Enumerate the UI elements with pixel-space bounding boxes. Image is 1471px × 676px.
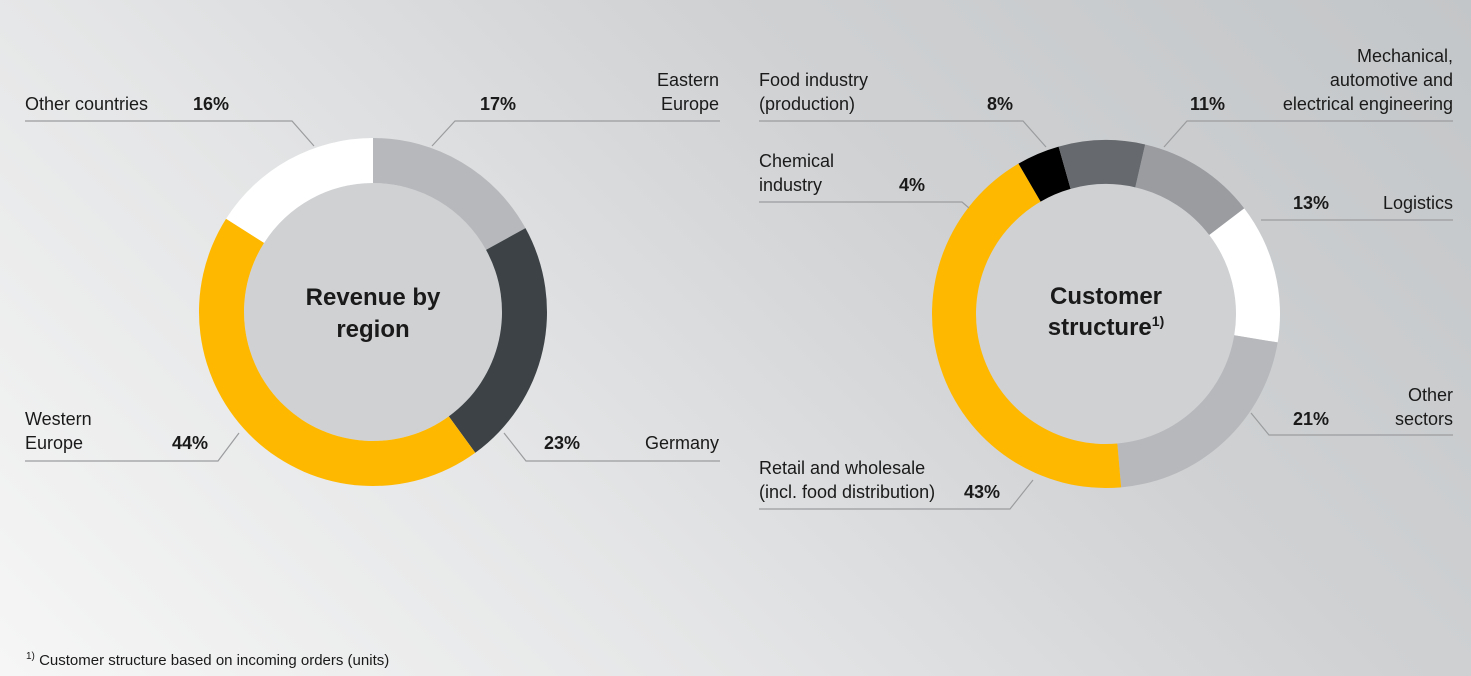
segment-label-western-europe: Western <box>25 409 92 429</box>
value-label-retail-and-wholesale-incl-food-distribution: 43% <box>964 482 1000 502</box>
value-label-germany: 23% <box>544 433 580 453</box>
slice-germany <box>448 228 547 453</box>
segment-label-chemical-industry: Chemical <box>759 151 834 171</box>
segment-label-eastern-europe: Europe <box>661 94 719 114</box>
slice-logistics <box>1209 208 1280 343</box>
value-label-chemical-industry: 4% <box>899 175 925 195</box>
footnote: 1) Customer structure based on incoming … <box>26 651 389 669</box>
segment-label-food-industry-production: Food industry <box>759 70 868 90</box>
value-label-other-sectors: 21% <box>1293 409 1329 429</box>
segment-label-retail-and-wholesale-incl-food-distribution: Retail and wholesale <box>759 458 925 478</box>
slice-other-countries <box>226 138 373 243</box>
segment-label-mechanical-automotive-and-electrical-engineering: automotive and <box>1330 70 1453 90</box>
leader-line-western-europe <box>25 432 240 462</box>
title-superscript: 1) <box>1152 313 1164 329</box>
value-label-other-countries: 16% <box>193 94 229 114</box>
leader-line-chemical-industry <box>759 201 970 209</box>
slice-mechanical-automotive-and-electrical-engineering <box>1135 144 1245 236</box>
donut-center <box>976 184 1236 444</box>
leader-line-eastern-europe <box>431 120 720 147</box>
slice-retail-and-wholesale-incl-food-distribution <box>932 163 1122 488</box>
chart-title: region <box>336 316 409 343</box>
segment-label-retail-and-wholesale-incl-food-distribution: (incl. food distribution) <box>759 482 935 502</box>
segment-label-food-industry-production: (production) <box>759 94 855 114</box>
value-label-mechanical-automotive-and-electrical-engineering: 11% <box>1190 94 1225 114</box>
leader-line-other-sectors <box>1250 412 1453 436</box>
value-label-food-industry-production: 8% <box>987 94 1013 114</box>
donut-chart-customer-structure: Mechanical, automotive and electrical engi… <box>759 46 1453 510</box>
value-label-eastern-europe: 17% <box>480 94 516 114</box>
slice-western-europe <box>199 218 476 486</box>
segment-label-eastern-europe: Eastern <box>657 70 719 90</box>
segment-label-mechanical-automotive-and-electrical-engineering: electrical engineering <box>1283 94 1453 114</box>
leader-line-food-industry-production <box>759 120 1047 148</box>
leader-line-germany <box>503 432 720 462</box>
donut-center <box>244 183 502 441</box>
chart-title: Revenue by <box>306 284 441 311</box>
segment-label-other-sectors: sectors <box>1395 409 1453 429</box>
segment-label-chemical-industry: industry <box>759 175 822 195</box>
value-label-logistics: 13% <box>1293 193 1329 213</box>
chart-title: Customer <box>1050 283 1162 310</box>
segment-label-other-sectors: Other <box>1408 385 1453 405</box>
leader-line-mechanical-automotive-and-electrical-engineering <box>1163 120 1453 148</box>
leader-line-retail-and-wholesale-incl-food-distribution <box>759 479 1034 510</box>
segment-label-logistics: Logistics <box>1383 193 1453 213</box>
chart-title: structure1) <box>1048 313 1164 341</box>
segment-label-mechanical-automotive-and-electrical-engineering: Mechanical, <box>1357 46 1453 66</box>
segment-label-germany: Germany <box>645 433 719 453</box>
slice-other-sectors <box>1117 335 1278 488</box>
donut-chart-revenue-by-region: Eastern Europe 17% Germany 23% Western Europe 4… <box>25 70 720 486</box>
slice-eastern-europe <box>373 138 526 250</box>
leader-line-other-countries <box>25 120 315 147</box>
segment-label-western-europe: Europe <box>25 433 83 453</box>
segment-label-other-countries: Other countries <box>25 94 148 114</box>
slice-food-industry-production <box>1058 140 1146 189</box>
slice-chemical-industry <box>1018 146 1071 202</box>
footnote-marker: 1) <box>26 651 35 662</box>
value-label-western-europe: 44% <box>172 433 208 453</box>
footnote-text: Customer structure based on incoming ord… <box>39 652 390 669</box>
